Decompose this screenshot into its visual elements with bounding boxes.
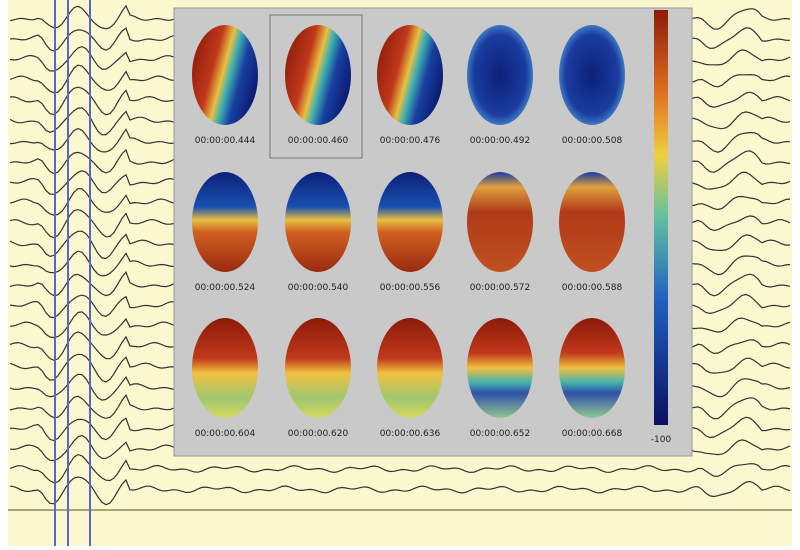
colorbar-label: -100 (651, 435, 672, 445)
map-time: 00:00:00.636 (380, 429, 441, 439)
brain-map (192, 318, 258, 418)
map-time: 00:00:00.540 (288, 283, 349, 293)
brain-map (377, 318, 443, 418)
brain-map (192, 25, 258, 125)
eeg-trace (9, 476, 791, 506)
colorbar (654, 10, 668, 425)
map-time: 00:00:00.444 (195, 136, 256, 146)
brain-map (559, 25, 625, 125)
brain-map (467, 172, 533, 272)
map-time: 00:00:00.460 (288, 136, 349, 146)
map-time: 00:00:00.652 (470, 429, 530, 439)
map-time: 00:00:00.572 (470, 283, 530, 293)
brain-map (285, 318, 351, 418)
brain-map (285, 172, 351, 272)
brain-map (192, 172, 258, 272)
maps: 00:00:00.444 00:00:00.460 00:00:00.476 00:0… (192, 25, 625, 439)
brain-map (285, 25, 351, 125)
brain-map (467, 318, 533, 418)
brain-map (467, 25, 533, 125)
brain-map (559, 172, 625, 272)
brain-map (559, 318, 625, 418)
map-time: 00:00:00.524 (195, 283, 256, 293)
brain-map (377, 25, 443, 125)
map-time: 00:00:00.476 (380, 136, 441, 146)
map-time: 00:00:00.588 (562, 283, 623, 293)
map-time: 00:00:00.492 (470, 136, 530, 146)
map-time: 00:00:00.668 (562, 429, 623, 439)
map-time: 00:00:00.620 (288, 429, 349, 439)
brain-map (377, 172, 443, 272)
map-time: 00:00:00.556 (380, 283, 441, 293)
eeg-trace (9, 453, 791, 484)
selected-frame[interactable] (269, 14, 363, 159)
map-time: 00:00:00.604 (195, 429, 256, 439)
map-time: 00:00:00.508 (562, 136, 623, 146)
